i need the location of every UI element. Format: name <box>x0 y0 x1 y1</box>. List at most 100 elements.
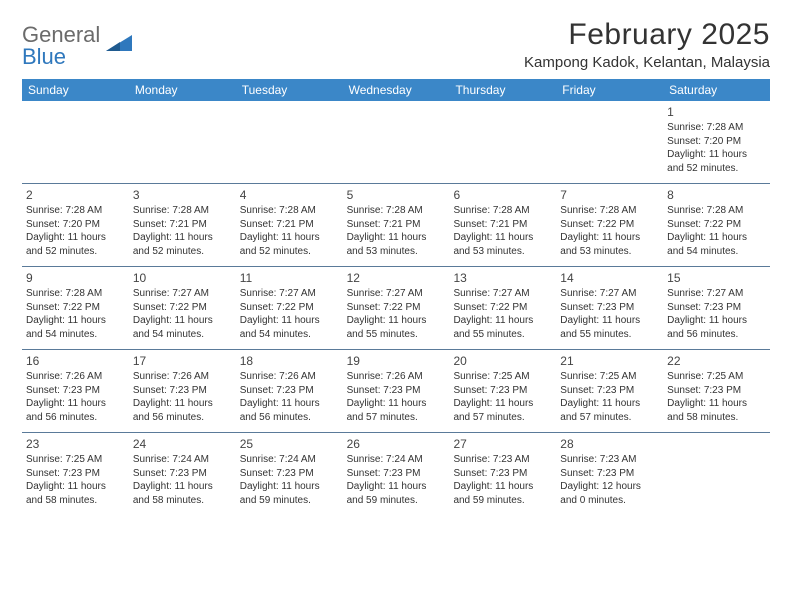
daylight-text: and 55 minutes. <box>347 328 446 342</box>
day-number: 3 <box>133 187 232 203</box>
sunset-text: Sunset: 7:22 PM <box>240 301 339 315</box>
sunrise-text: Sunrise: 7:28 AM <box>560 204 659 218</box>
daylight-text: and 58 minutes. <box>26 494 125 508</box>
sunset-text: Sunset: 7:23 PM <box>26 467 125 481</box>
sunrise-text: Sunrise: 7:25 AM <box>453 370 552 384</box>
daylight-text: and 58 minutes. <box>133 494 232 508</box>
daylight-text: and 53 minutes. <box>453 245 552 259</box>
sunset-text: Sunset: 7:23 PM <box>667 384 766 398</box>
day-number: 2 <box>26 187 125 203</box>
daylight-text: and 56 minutes. <box>26 411 125 425</box>
day-cell: 11 Sunrise: 7:27 AM Sunset: 7:22 PM Dayl… <box>236 267 343 349</box>
daylight-text: and 59 minutes. <box>453 494 552 508</box>
day-cell: 22 Sunrise: 7:25 AM Sunset: 7:23 PM Dayl… <box>663 350 770 432</box>
daylight-text: and 55 minutes. <box>453 328 552 342</box>
sunset-text: Sunset: 7:21 PM <box>133 218 232 232</box>
weekday-header: Tuesday <box>236 79 343 101</box>
day-number: 16 <box>26 353 125 369</box>
day-number: 5 <box>347 187 446 203</box>
daylight-text: Daylight: 11 hours <box>560 231 659 245</box>
sunset-text: Sunset: 7:22 PM <box>667 218 766 232</box>
sunrise-text: Sunrise: 7:28 AM <box>347 204 446 218</box>
daylight-text: Daylight: 11 hours <box>347 314 446 328</box>
logo-triangle-icon <box>106 33 132 58</box>
title-block: February 2025 Kampong Kadok, Kelantan, M… <box>524 18 770 71</box>
day-number: 10 <box>133 270 232 286</box>
day-cell: 3 Sunrise: 7:28 AM Sunset: 7:21 PM Dayli… <box>129 184 236 266</box>
logo-text-blue: Blue <box>22 44 66 69</box>
day-cell: 17 Sunrise: 7:26 AM Sunset: 7:23 PM Dayl… <box>129 350 236 432</box>
daylight-text: Daylight: 11 hours <box>560 314 659 328</box>
daylight-text: and 56 minutes. <box>133 411 232 425</box>
day-cell: 10 Sunrise: 7:27 AM Sunset: 7:22 PM Dayl… <box>129 267 236 349</box>
sunset-text: Sunset: 7:22 PM <box>26 301 125 315</box>
daylight-text: and 54 minutes. <box>240 328 339 342</box>
day-cell-empty <box>663 433 770 515</box>
week-row: 2 Sunrise: 7:28 AM Sunset: 7:20 PM Dayli… <box>22 184 770 267</box>
day-number: 9 <box>26 270 125 286</box>
daylight-text: Daylight: 11 hours <box>26 314 125 328</box>
daylight-text: and 52 minutes. <box>26 245 125 259</box>
sunset-text: Sunset: 7:23 PM <box>560 467 659 481</box>
day-cell-empty <box>449 101 556 183</box>
daylight-text: Daylight: 11 hours <box>560 397 659 411</box>
day-cell: 25 Sunrise: 7:24 AM Sunset: 7:23 PM Dayl… <box>236 433 343 515</box>
sunrise-text: Sunrise: 7:25 AM <box>26 453 125 467</box>
sunset-text: Sunset: 7:23 PM <box>347 467 446 481</box>
weekday-header: Thursday <box>449 79 556 101</box>
calendar-grid: Sunday Monday Tuesday Wednesday Thursday… <box>22 79 770 515</box>
daylight-text: and 55 minutes. <box>560 328 659 342</box>
daylight-text: Daylight: 11 hours <box>453 480 552 494</box>
day-cell-empty <box>22 101 129 183</box>
daylight-text: and 52 minutes. <box>133 245 232 259</box>
day-number: 4 <box>240 187 339 203</box>
sunrise-text: Sunrise: 7:26 AM <box>347 370 446 384</box>
weekday-header: Wednesday <box>343 79 450 101</box>
day-cell: 18 Sunrise: 7:26 AM Sunset: 7:23 PM Dayl… <box>236 350 343 432</box>
daylight-text: Daylight: 11 hours <box>453 397 552 411</box>
sunset-text: Sunset: 7:22 PM <box>453 301 552 315</box>
sunrise-text: Sunrise: 7:28 AM <box>667 121 766 135</box>
sunset-text: Sunset: 7:23 PM <box>560 301 659 315</box>
day-cell: 15 Sunrise: 7:27 AM Sunset: 7:23 PM Dayl… <box>663 267 770 349</box>
sunrise-text: Sunrise: 7:27 AM <box>667 287 766 301</box>
daylight-text: Daylight: 11 hours <box>240 231 339 245</box>
day-cell: 21 Sunrise: 7:25 AM Sunset: 7:23 PM Dayl… <box>556 350 663 432</box>
daylight-text: Daylight: 11 hours <box>667 314 766 328</box>
sunset-text: Sunset: 7:23 PM <box>667 301 766 315</box>
sunrise-text: Sunrise: 7:26 AM <box>26 370 125 384</box>
day-number: 6 <box>453 187 552 203</box>
daylight-text: and 52 minutes. <box>240 245 339 259</box>
sunrise-text: Sunrise: 7:24 AM <box>347 453 446 467</box>
sunset-text: Sunset: 7:21 PM <box>347 218 446 232</box>
day-number: 14 <box>560 270 659 286</box>
daylight-text: Daylight: 11 hours <box>240 314 339 328</box>
day-cell: 5 Sunrise: 7:28 AM Sunset: 7:21 PM Dayli… <box>343 184 450 266</box>
day-cell: 9 Sunrise: 7:28 AM Sunset: 7:22 PM Dayli… <box>22 267 129 349</box>
daylight-text: Daylight: 11 hours <box>347 231 446 245</box>
sunrise-text: Sunrise: 7:27 AM <box>560 287 659 301</box>
day-cell: 16 Sunrise: 7:26 AM Sunset: 7:23 PM Dayl… <box>22 350 129 432</box>
day-cell-empty <box>129 101 236 183</box>
sunrise-text: Sunrise: 7:24 AM <box>240 453 339 467</box>
week-row: 9 Sunrise: 7:28 AM Sunset: 7:22 PM Dayli… <box>22 267 770 350</box>
day-number: 22 <box>667 353 766 369</box>
daylight-text: and 0 minutes. <box>560 494 659 508</box>
sunrise-text: Sunrise: 7:27 AM <box>133 287 232 301</box>
day-cell: 20 Sunrise: 7:25 AM Sunset: 7:23 PM Dayl… <box>449 350 556 432</box>
day-cell: 7 Sunrise: 7:28 AM Sunset: 7:22 PM Dayli… <box>556 184 663 266</box>
daylight-text: and 52 minutes. <box>667 162 766 176</box>
day-number: 27 <box>453 436 552 452</box>
weekday-header: Monday <box>129 79 236 101</box>
sunrise-text: Sunrise: 7:26 AM <box>240 370 339 384</box>
sunrise-text: Sunrise: 7:23 AM <box>560 453 659 467</box>
day-number: 20 <box>453 353 552 369</box>
sunrise-text: Sunrise: 7:23 AM <box>453 453 552 467</box>
week-row: 1 Sunrise: 7:28 AM Sunset: 7:20 PM Dayli… <box>22 101 770 184</box>
day-number: 25 <box>240 436 339 452</box>
weekday-header: Sunday <box>22 79 129 101</box>
sunrise-text: Sunrise: 7:28 AM <box>667 204 766 218</box>
daylight-text: Daylight: 11 hours <box>26 480 125 494</box>
daylight-text: and 54 minutes. <box>133 328 232 342</box>
day-number: 26 <box>347 436 446 452</box>
